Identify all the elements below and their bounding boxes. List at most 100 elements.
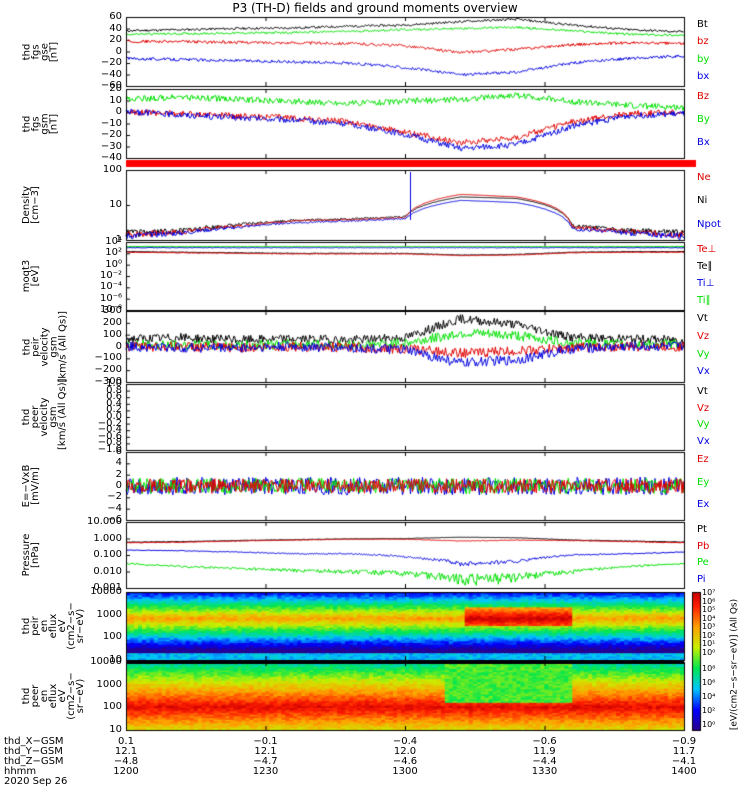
tick-label: −200: [94, 364, 122, 376]
tick-label: 100: [102, 328, 122, 340]
tick-label: −10: [100, 117, 122, 129]
tick-label: −20: [100, 129, 122, 140]
legend-entry: Ti∥: [697, 295, 711, 306]
legend-entry: Pe: [697, 557, 709, 568]
footer-value: −4.4: [532, 756, 557, 767]
footer-row-label: thd_X−GSM: [4, 736, 64, 747]
panel-ylabel: thd peer en eflux eV (cm2−s− sr−eV): [21, 662, 86, 730]
legend-entry: by: [697, 53, 710, 65]
footer-value: 12.1: [254, 746, 277, 757]
tick-label: 0.8: [106, 384, 122, 396]
tick-label: 1.0: [106, 378, 122, 389]
ylabel-line: [nT]: [48, 113, 59, 134]
footer-value: 11.9: [533, 746, 556, 757]
tick-label: 100: [102, 701, 122, 713]
footer-value: −4.6: [392, 756, 418, 767]
tick-label: 40: [109, 22, 122, 34]
tick-label: 0: [115, 106, 122, 117]
tick-label: 60: [109, 11, 122, 22]
tick-label: −40: [100, 152, 122, 163]
legend-entry: Ne: [697, 172, 711, 183]
legend-entry: Te∥: [697, 261, 713, 272]
footer-value: −4.8: [113, 756, 139, 767]
tick-label: −4: [107, 502, 122, 514]
legend-entry: Pb: [697, 540, 710, 552]
tick-label: 20: [109, 83, 122, 94]
tick-label: −40: [100, 68, 122, 80]
footer-value: 11.7: [672, 746, 696, 757]
tick-label: 1: [115, 234, 122, 245]
tick-label: −20: [100, 57, 122, 68]
footer-value: 0.1: [118, 736, 134, 747]
tick-label: 1.000: [93, 532, 122, 544]
tick-label: 0.100: [93, 549, 122, 560]
ylabel-line: sr−eV): [75, 678, 86, 714]
tick-label: −0.4: [97, 424, 122, 436]
colorbar-tick: 10⁰: [702, 647, 716, 657]
legend-entry: Vt: [697, 386, 708, 397]
legend-entry: Npot: [697, 218, 721, 230]
tick-label: 300: [102, 305, 122, 316]
legend-entry: Vy: [697, 419, 710, 430]
legend-entry: Pi: [697, 573, 706, 585]
footer-value: 1300: [392, 766, 418, 777]
legend-entry: bz: [697, 36, 709, 48]
panel-ylabel: thd fgs gsm [nT]: [21, 89, 70, 158]
tick-label: 10: [109, 724, 122, 735]
ylabel-line: [nT]: [48, 41, 59, 62]
footer-value: −0.9: [671, 736, 697, 747]
tick-label: 10.000: [87, 516, 122, 527]
footer-row-label: hhmm: [4, 766, 37, 777]
colorbar-tick: 10³: [702, 622, 716, 631]
legend-entry: Ex: [697, 499, 710, 511]
colorbar-tick: 10²: [702, 630, 716, 640]
panel-ylabel: thd fgs gse [nT]: [21, 17, 70, 86]
tick-label: −60: [100, 80, 122, 91]
ylabel-line: [mV/m]: [30, 467, 41, 505]
legend-entry: Vy: [697, 348, 710, 360]
panel-ylabel: Density [cm−3]: [21, 170, 70, 240]
panel-ylabel: E=−VxB [mV/m]: [21, 452, 70, 520]
legend-entry: Vz: [697, 402, 710, 414]
ylabel-line: [nPa]: [30, 542, 41, 568]
colorbar-tick: 10⁸: [702, 664, 716, 673]
footer-value: −4.1: [671, 756, 697, 767]
footer-value: 12.0: [393, 746, 417, 757]
tick-label: 20: [109, 34, 122, 45]
legend-entry: Ti⊥: [697, 278, 715, 289]
legend-entry: Ey: [697, 476, 710, 488]
tick-label: 10⁰: [105, 258, 122, 270]
tick-label: 0: [115, 480, 122, 491]
ylabel-line: sr−eV): [75, 608, 86, 644]
panel-ylabel: Pressure [nPa]: [21, 522, 70, 588]
ylabel-line: [km/s (All Qs)]: [57, 378, 68, 450]
ylabel-line: [cm−3]: [30, 186, 41, 224]
colorbar-tick: 10²: [702, 706, 716, 715]
colorbar-tick: 10⁴: [702, 692, 716, 701]
tick-label: −1.0: [97, 444, 122, 455]
legend-entry: Ni: [697, 195, 708, 207]
footer-value: 1230: [252, 766, 279, 777]
tick-label: 0: [115, 45, 122, 57]
tick-label: 10⁻²: [99, 270, 122, 281]
colorbar-tick: 10⁶: [702, 678, 716, 687]
legend-entry: Vx: [697, 366, 710, 378]
tick-label: 2: [115, 468, 122, 480]
tick-label: 10²: [105, 247, 122, 259]
tick-label: −0.2: [97, 417, 122, 429]
tick-label: −100: [94, 352, 122, 364]
tick-label: −0.6: [97, 430, 122, 442]
colorbar-tick: 10⁶: [702, 596, 716, 606]
footer-row-label: thd_Z−GSM: [4, 756, 64, 767]
tick-label: 1000: [96, 608, 122, 620]
legend-entry: Vx: [697, 435, 710, 447]
ylabel-line: [eV]: [30, 265, 41, 287]
tick-label: 10000: [90, 586, 122, 597]
tick-label: 4: [115, 457, 122, 469]
legend-entry: bx: [697, 70, 710, 82]
tick-label: 10⁴: [105, 236, 122, 247]
footer-row-label: 2020 Sep 26: [4, 776, 68, 787]
panel-ylabel: thd peir velocity gsm [km/s (All Qs)]: [21, 310, 70, 382]
tick-label: 10⁻⁴: [99, 281, 122, 293]
tick-label: 0.4: [106, 397, 122, 409]
